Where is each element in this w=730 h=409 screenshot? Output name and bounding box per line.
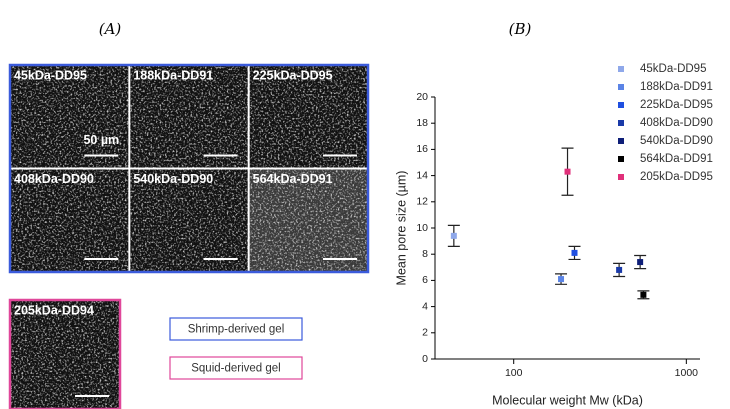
panel-label: (A) — [99, 20, 122, 38]
point — [571, 249, 578, 256]
x-tick-label: 100 — [505, 367, 523, 379]
micrograph-texture — [249, 66, 367, 168]
legend-marker — [618, 66, 624, 72]
scale-bar-label: 50 µm — [83, 133, 119, 147]
legend-text: Squid-derived gel — [191, 363, 281, 375]
micrograph-texture — [11, 66, 129, 168]
legend-label: 564kDa-DD91 — [640, 153, 713, 165]
y-tick-label: 18 — [416, 117, 428, 129]
legend-label: 225kDa-DD95 — [640, 99, 713, 111]
y-axis-label: Mean pore size (µm) — [394, 171, 408, 286]
legend-label: 45kDa-DD95 — [640, 63, 706, 75]
point — [640, 291, 647, 298]
point — [558, 276, 565, 283]
micrograph-texture — [130, 66, 248, 168]
micrograph-texture — [11, 169, 129, 271]
micrograph-texture — [249, 169, 367, 271]
scatter-chart: 0 2 4 6 8 10 12 14 16 18 20 100 1000 Molecular weight… — [394, 63, 713, 407]
point — [616, 266, 623, 273]
y-tick-label: 10 — [416, 222, 428, 234]
micrograph-texture — [11, 301, 119, 408]
shrimp-frame — [8, 63, 370, 274]
legend-label: 408kDa-DD90 — [640, 117, 713, 129]
y-tick-label: 2 — [422, 327, 428, 339]
point — [450, 232, 457, 239]
y-tick-label: 20 — [416, 91, 428, 103]
legend-marker — [618, 120, 624, 126]
image-label: 45kDa-DD95 — [14, 68, 87, 82]
micrograph-texture — [130, 169, 248, 271]
legend-marker — [618, 156, 624, 162]
x-axis-label: Molecular weight Mw (kDa) — [492, 393, 643, 407]
image-label: 564kDa-DD91 — [253, 172, 333, 186]
legend-marker — [618, 138, 624, 144]
legend-label: 188kDa-DD91 — [640, 81, 713, 93]
point — [637, 259, 644, 266]
image-label: 540kDa-DD90 — [133, 172, 213, 186]
y-tick-label: 0 — [422, 353, 428, 365]
legend-box — [169, 356, 303, 380]
image-label: 188kDa-DD91 — [133, 68, 213, 82]
y-tick-label: 8 — [422, 248, 428, 260]
legend-marker — [618, 84, 624, 90]
point — [564, 168, 571, 175]
y-tick-label: 14 — [416, 169, 428, 181]
image-label: 408kDa-DD90 — [14, 172, 94, 186]
y-tick-label: 6 — [422, 274, 428, 286]
y-tick-label: 16 — [416, 143, 428, 155]
panel-label: (B) — [509, 20, 532, 38]
squid-frame — [8, 298, 122, 409]
legend-label: 540kDa-DD90 — [640, 135, 713, 147]
legend-marker — [618, 174, 624, 180]
y-tick-label: 12 — [416, 196, 428, 208]
legend-label: 205kDa-DD95 — [640, 171, 713, 183]
image-label: 225kDa-DD95 — [253, 68, 333, 82]
x-tick-label: 1000 — [675, 367, 699, 379]
image-label: 205kDa-DD94 — [14, 303, 94, 317]
legend-marker — [618, 102, 624, 108]
micrograph-panel: 45kDa-DD95 50 µm 188kDa-DD91 225kDa-DD95 408… — [11, 66, 367, 408]
legend-box — [169, 317, 303, 341]
legend-text: Shrimp-derived gel — [188, 324, 285, 336]
y-tick-label: 4 — [422, 300, 428, 312]
